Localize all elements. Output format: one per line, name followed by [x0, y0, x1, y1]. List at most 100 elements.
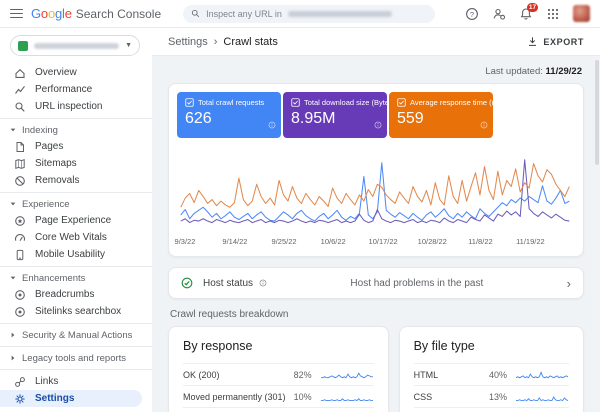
sidebar-item-label: URL inspection — [35, 101, 102, 112]
sidebar-item-links[interactable]: Links — [0, 373, 152, 390]
sidebar-divider — [0, 323, 152, 324]
table-row-not-found-404[interactable]: Not found (404) 6% — [183, 407, 374, 412]
sidebar-item-removals[interactable]: Removals — [0, 172, 152, 189]
checkbox-checked-icon — [397, 98, 406, 107]
sidebar-item-pages[interactable]: Pages — [0, 138, 152, 155]
breakdown-section-label: Crawl requests breakdown — [170, 309, 582, 320]
sidebar-item-label: Settings — [35, 393, 74, 404]
sidebar-item-overview[interactable]: Overview — [0, 64, 152, 81]
sidebar-divider — [0, 118, 152, 119]
host-status-message: Host had problems in the past — [273, 278, 561, 289]
chevron-down-icon: ▼ — [125, 42, 132, 49]
gauge-icon — [14, 232, 26, 244]
sidebar-divider — [0, 192, 152, 193]
sidebar-item-sitemaps[interactable]: Sitemaps — [0, 155, 152, 172]
sidebar-item-label: Core Web Vitals — [35, 232, 107, 243]
topbar-actions: ? 17 — [465, 5, 590, 22]
metric-tile-total-download-size[interactable]: Total download size (Bytes) 8.95M — [283, 92, 387, 138]
phone-icon — [14, 249, 26, 261]
sidebar-item-breadcrumbs[interactable]: Breadcrumbs — [0, 286, 152, 303]
property-selector[interactable]: ▼ — [10, 35, 140, 56]
export-button[interactable]: EXPORT — [527, 36, 584, 47]
info-icon — [268, 116, 276, 134]
app-logo[interactable]: Google Search Console — [31, 6, 161, 21]
sidebar-section-indexing[interactable]: Indexing — [0, 122, 152, 138]
property-icon — [18, 41, 28, 51]
info-icon — [259, 279, 267, 287]
crawl-stats-card: Total crawl requests 626 Total download … — [168, 83, 584, 257]
table-row-ok-200[interactable]: OK (200) 82% — [183, 363, 374, 385]
table-row-syndication[interactable]: Syndication 11% — [414, 407, 569, 412]
menu-icon[interactable] — [10, 9, 23, 18]
search-icon — [191, 9, 200, 18]
info-icon — [480, 116, 488, 134]
google-apps-grid-icon[interactable] — [546, 7, 560, 21]
x-axis-tick: 11/8/22 — [468, 237, 492, 246]
sidebar-item-settings[interactable]: Settings — [0, 390, 142, 407]
sidebar-section-enhancements[interactable]: Enhancements — [0, 270, 152, 286]
caret-down-icon — [9, 198, 17, 210]
url-inspection-search[interactable]: Inspect any URL in — [183, 5, 435, 23]
help-icon[interactable]: ? — [465, 7, 479, 21]
sidebar-item-label: Sitelinks searchbox — [35, 306, 121, 317]
table-row-moved-301[interactable]: Moved permanently (301) 10% — [183, 385, 374, 407]
sidebar-section-legacy-tools[interactable]: Legacy tools and reports — [0, 350, 152, 366]
x-axis-tick: 10/6/22 — [321, 237, 346, 246]
x-axis-tick: 10/17/22 — [369, 237, 398, 246]
sidebar-section-label: Security & Manual Actions — [22, 330, 132, 341]
enhancement-icon — [14, 289, 26, 301]
info-icon — [374, 116, 382, 134]
x-axis-tick: 9/25/22 — [272, 237, 297, 246]
caret-down-icon — [9, 124, 17, 136]
sidebar-section-label: Experience — [22, 199, 70, 210]
table-row-css[interactable]: CSS 13% — [414, 385, 569, 407]
export-label: EXPORT — [543, 37, 584, 47]
sidebar-section-security-manual-actions[interactable]: Security & Manual Actions — [0, 327, 152, 343]
main-panel: Settings › Crawl stats EXPORT Last updat… — [152, 28, 600, 412]
scrollbar-thumb[interactable] — [595, 60, 599, 165]
host-status-row[interactable]: Host status Host had problems in the pas… — [168, 267, 584, 299]
checkbox-checked-icon — [185, 98, 194, 107]
sidebar-section-label: Legacy tools and reports — [22, 353, 126, 364]
sidebar: ▼ Overview Performance URL inspection Index… — [0, 28, 152, 412]
pages-icon — [14, 141, 26, 153]
removals-icon — [14, 175, 26, 187]
brand-suffix: Search Console — [76, 7, 161, 21]
sidebar-item-label: Removals — [35, 175, 79, 186]
sidebar-item-label: Overview — [35, 67, 77, 78]
account-settings-icon[interactable] — [492, 7, 506, 21]
performance-icon — [14, 84, 26, 96]
google-search-console-app: Google Search Console Inspect any URL in… — [0, 0, 600, 412]
host-status-label: Host status — [203, 278, 253, 289]
sidebar-item-mobile-usability[interactable]: Mobile Usability — [0, 246, 152, 263]
notifications-bell-icon[interactable]: 17 — [519, 7, 533, 21]
sidebar-item-performance[interactable]: Performance — [0, 81, 152, 98]
caret-down-icon — [9, 272, 17, 284]
sidebar-item-url-inspection[interactable]: URL inspection — [0, 98, 152, 115]
sidebar-item-label: Performance — [35, 84, 92, 95]
sparkline-chart — [320, 369, 374, 381]
scrollbar[interactable] — [593, 56, 600, 412]
sidebar-section-label: Enhancements — [22, 273, 85, 284]
caret-right-icon — [9, 352, 17, 364]
sidebar-item-label: Pages — [35, 141, 63, 152]
user-avatar[interactable] — [573, 5, 590, 22]
content-area: Last updated: 11/29/22 Total crawl reque… — [152, 56, 600, 412]
sidebar-item-core-web-vitals[interactable]: Core Web Vitals — [0, 229, 152, 246]
sidebar-divider — [0, 346, 152, 347]
breadcrumb-settings[interactable]: Settings — [168, 36, 208, 48]
sidebar-item-page-experience[interactable]: Page Experience — [0, 212, 152, 229]
metric-tile-total-crawl-requests[interactable]: Total crawl requests 626 — [177, 92, 281, 138]
check-circle-icon — [181, 277, 193, 289]
redacted-property-name — [34, 43, 119, 49]
svg-text:?: ? — [470, 9, 474, 18]
sparkline-chart — [515, 391, 569, 403]
sidebar-section-experience[interactable]: Experience — [0, 196, 152, 212]
card-title-by-file-type: By file type — [414, 339, 569, 353]
metric-tile-average-response-time[interactable]: Average response time (ms) 559 — [389, 92, 493, 138]
table-row-html[interactable]: HTML 40% — [414, 363, 569, 385]
sidebar-divider — [0, 266, 152, 267]
x-axis-labels: 9/3/229/14/229/25/2210/6/2210/17/2210/28… — [177, 236, 575, 248]
breadcrumb-bar: Settings › Crawl stats EXPORT — [152, 28, 600, 56]
sidebar-item-sitelinks-searchbox[interactable]: Sitelinks searchbox — [0, 303, 152, 320]
